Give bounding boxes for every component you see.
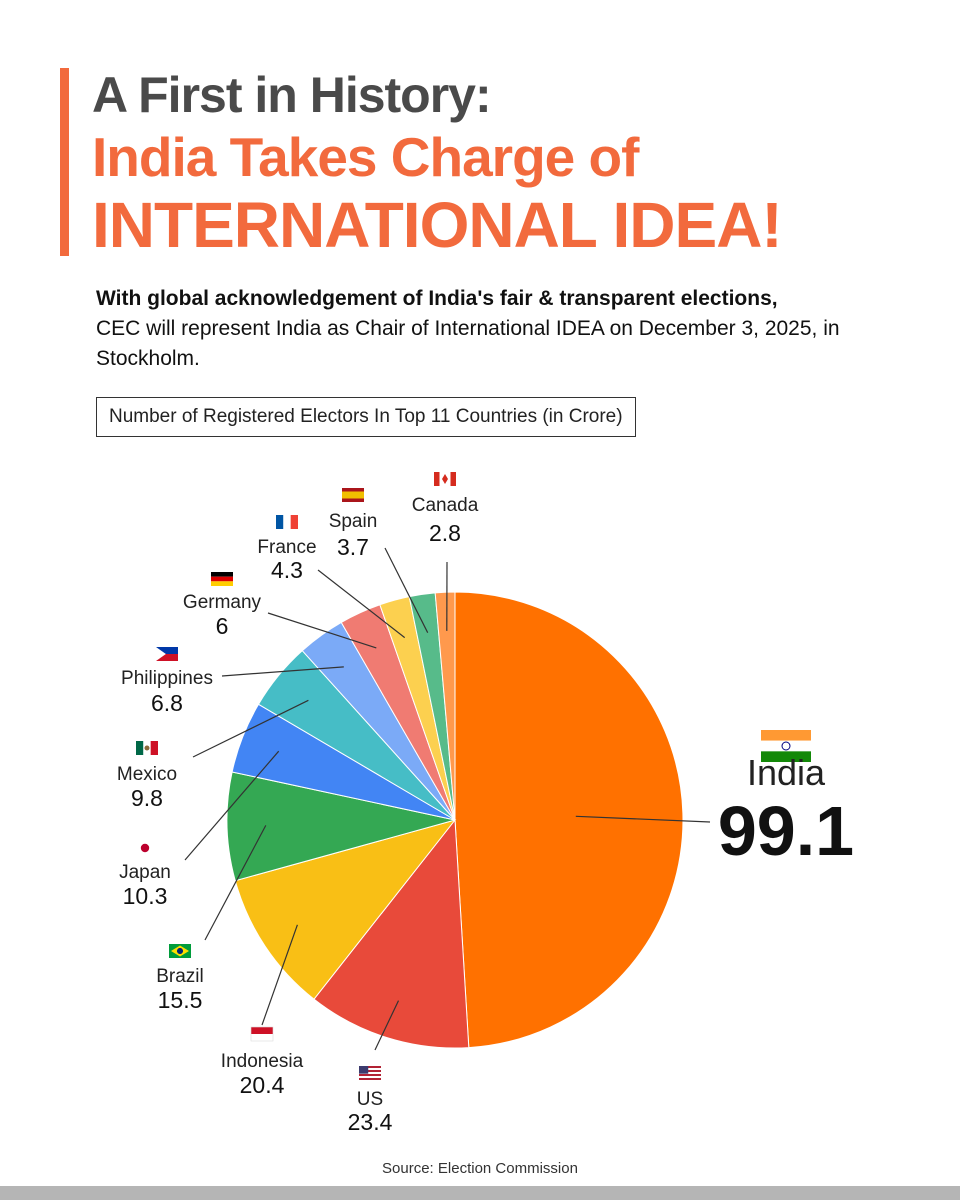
slice-value-germany: 6 — [216, 613, 229, 639]
title-accent-bar — [60, 68, 69, 256]
france-flag-icon — [276, 515, 298, 529]
slice-value-spain: 3.7 — [337, 534, 369, 560]
leader-line-japan — [184, 750, 280, 861]
slice-label-brazil: Brazil — [156, 966, 204, 987]
mexico-flag-icon — [136, 741, 158, 755]
slice-value-indonesia: 20.4 — [240, 1072, 285, 1098]
slice-value-france: 4.3 — [271, 557, 303, 583]
slice-label-philippines: Philippines — [121, 668, 213, 689]
pie-slice-indonesia — [234, 819, 457, 1000]
germany-flag-icon — [211, 572, 233, 586]
slice-label-france: France — [257, 537, 316, 558]
intro-text: CEC will represent India as Chair of Int… — [96, 317, 840, 370]
bottom-bar — [0, 1186, 960, 1200]
source-note: Source: Election Commission — [382, 1160, 578, 1177]
indonesia-flag-icon — [250, 1026, 274, 1042]
slice-label-mexico: Mexico — [117, 764, 177, 785]
slice-value-mexico: 9.8 — [131, 785, 163, 811]
leader-line-mexico — [192, 699, 309, 758]
slice-label-japan: Japan — [119, 862, 171, 883]
slice-label-germany: Germany — [183, 592, 262, 613]
pie-slice-us — [313, 818, 470, 1049]
headline-line-2: India Takes Charge of — [92, 126, 639, 188]
slice-label-canada: Canada — [412, 495, 479, 516]
headline-line-1: A First in History: — [92, 67, 492, 123]
pie-slice-brazil — [226, 771, 456, 882]
slice-label-india: India — [747, 752, 826, 793]
intro-bold-text: With global acknowledgement of India's f… — [96, 287, 778, 310]
slice-value-japan: 10.3 — [123, 883, 168, 909]
philippines-flag-icon — [156, 647, 178, 661]
spain-flag-icon — [342, 488, 364, 502]
pie-slice-india — [454, 591, 684, 1049]
intro-paragraph: With global acknowledgement of India's f… — [96, 284, 916, 374]
slice-label-indonesia: Indonesia — [221, 1051, 304, 1072]
leader-line-india — [575, 815, 711, 823]
india-flag-icon — [761, 730, 811, 762]
slice-value-brazil: 15.5 — [158, 987, 203, 1013]
leader-line-us — [374, 1000, 400, 1051]
canada-flag-icon — [434, 472, 456, 486]
leader-line-germany — [267, 612, 377, 649]
slice-value-india: 99.1 — [718, 792, 854, 870]
leader-line-spain — [384, 547, 429, 633]
japan-flag-icon — [134, 841, 156, 855]
slice-label-us: US — [357, 1089, 383, 1110]
slice-value-philippines: 6.8 — [151, 690, 183, 716]
slice-value-canada: 2.8 — [429, 520, 461, 546]
brazil-flag-icon — [169, 944, 191, 958]
headline-line-3: INTERNATIONAL IDEA! — [92, 189, 783, 261]
chart-title: Number of Registered Electors In Top 11 … — [96, 397, 636, 437]
slice-label-spain: Spain — [329, 511, 378, 532]
slice-value-us: 23.4 — [348, 1109, 393, 1135]
leader-line-brazil — [204, 825, 267, 941]
leader-line-philippines — [221, 666, 344, 677]
leader-line-indonesia — [261, 924, 298, 1026]
pie-slice-canada — [434, 591, 456, 821]
us-flag-icon — [359, 1066, 381, 1080]
leader-line-france — [317, 569, 406, 639]
